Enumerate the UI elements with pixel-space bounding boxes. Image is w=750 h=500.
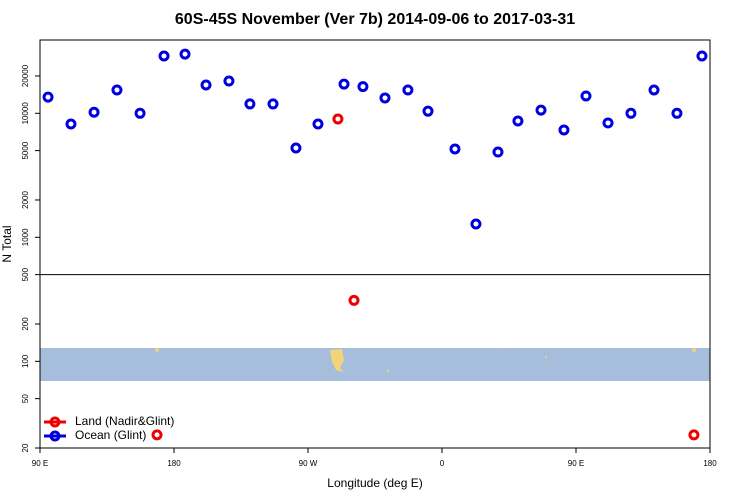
point — [625, 107, 637, 119]
point — [602, 117, 614, 129]
y-tick-label: 10000 — [21, 102, 30, 125]
point — [312, 118, 324, 130]
point — [492, 146, 504, 158]
point — [200, 79, 212, 91]
point — [422, 105, 434, 117]
point — [449, 143, 461, 155]
legend-item: Land (Nadir&Glint) — [44, 414, 174, 428]
point — [470, 218, 482, 230]
point — [134, 107, 146, 119]
y-tick-label: 1000 — [21, 228, 30, 246]
point — [267, 98, 279, 110]
x-tick-label: 90 W — [299, 459, 318, 468]
point — [348, 294, 360, 306]
x-tick-label: 90 E — [32, 459, 48, 468]
y-tick-label: 100 — [21, 354, 30, 368]
point — [512, 115, 524, 127]
plot-frame — [39, 39, 711, 449]
point — [580, 90, 592, 102]
y-tick-label: 20000 — [21, 64, 30, 87]
legend-marker — [49, 416, 61, 428]
point — [42, 91, 54, 103]
y-tick-label: 5000 — [21, 141, 30, 159]
y-tick-label: 200 — [21, 317, 30, 331]
point — [158, 50, 170, 62]
x-tick-label: 180 — [703, 459, 717, 468]
y-tick-label: 20 — [21, 443, 30, 452]
point — [290, 142, 302, 154]
x-axis-label: Longitude (deg E) — [327, 476, 422, 490]
legend-item: Ocean (Glint) — [44, 428, 146, 442]
point — [151, 429, 163, 441]
y-axis-label: N Total — [0, 225, 14, 262]
map-strip — [40, 348, 710, 381]
point — [688, 429, 700, 441]
point — [558, 124, 570, 136]
y-tick-label: 50 — [21, 394, 30, 403]
chart-title: 60S-45S November (Ver 7b) 2014-09-06 to … — [175, 11, 575, 28]
legend-marker — [49, 430, 61, 442]
point — [244, 98, 256, 110]
point — [179, 48, 191, 60]
point — [696, 50, 708, 62]
x-tick-label: 0 — [440, 459, 445, 468]
point — [648, 84, 660, 96]
legend-label: Ocean (Glint) — [75, 428, 146, 442]
point — [379, 92, 391, 104]
y-tick-label: 500 — [21, 267, 30, 281]
point — [357, 81, 369, 93]
point — [223, 75, 235, 87]
point — [332, 113, 344, 125]
legend-label: Land (Nadir&Glint) — [75, 414, 174, 428]
y-tick-label: 2000 — [21, 191, 30, 209]
point — [338, 78, 350, 90]
point — [88, 106, 100, 118]
point — [671, 107, 683, 119]
x-tick-label: 180 — [167, 459, 181, 468]
point — [111, 84, 123, 96]
x-tick-label: 90 E — [568, 459, 584, 468]
point — [535, 104, 547, 116]
point — [65, 118, 77, 130]
point — [402, 84, 414, 96]
